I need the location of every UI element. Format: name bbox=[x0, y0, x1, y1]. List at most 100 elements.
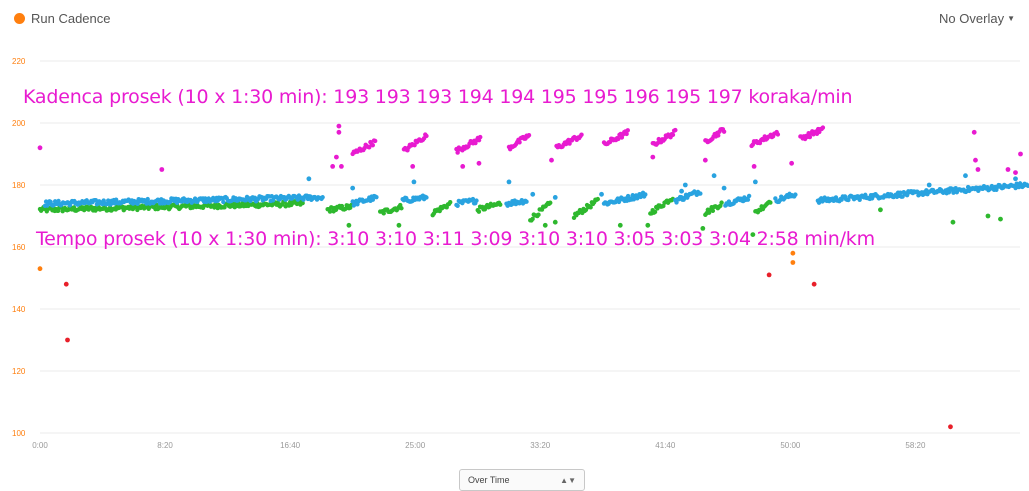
red-data-point bbox=[65, 337, 70, 343]
blue-data-point bbox=[351, 203, 357, 208]
tempo-average-annotation: Tempo prosek (10 x 1:30 min): 3:10 3:10 … bbox=[36, 228, 875, 250]
blue-data-point bbox=[221, 199, 226, 205]
green-data-point bbox=[327, 209, 333, 214]
blue-data-point bbox=[711, 173, 717, 179]
green-data-point bbox=[448, 200, 453, 205]
chart-legend[interactable]: Run Cadence bbox=[14, 11, 111, 26]
magenta-data-point bbox=[476, 160, 482, 166]
blue-data-point bbox=[793, 192, 798, 197]
green-data-point bbox=[588, 205, 593, 210]
green-data-point bbox=[536, 212, 541, 217]
magenta-data-point bbox=[579, 132, 584, 137]
green-data-point bbox=[542, 222, 548, 228]
magenta-data-point bbox=[455, 150, 460, 155]
blue-data-point bbox=[455, 203, 460, 208]
time-mode-select[interactable]: Over Time ▲▼ bbox=[459, 469, 585, 491]
y-tick-label: 140 bbox=[12, 305, 26, 314]
y-tick-label: 200 bbox=[12, 119, 26, 128]
magenta-data-point bbox=[367, 145, 372, 150]
blue-data-point bbox=[682, 182, 688, 188]
green-data-point bbox=[476, 209, 482, 214]
blue-data-point bbox=[350, 185, 356, 191]
blue-data-point bbox=[746, 193, 752, 199]
red-data-point bbox=[948, 424, 953, 430]
magenta-data-point bbox=[1013, 170, 1018, 176]
magenta-data-point bbox=[1005, 167, 1011, 172]
red-data-point bbox=[766, 272, 772, 278]
blue-data-point bbox=[424, 195, 429, 200]
overlay-dropdown[interactable]: No Overlay ▼ bbox=[939, 11, 1015, 26]
blue-data-point bbox=[926, 182, 932, 188]
caret-down-icon: ▼ bbox=[1007, 14, 1015, 23]
green-data-point bbox=[381, 211, 386, 216]
magenta-data-point bbox=[336, 123, 342, 129]
green-data-point bbox=[710, 208, 716, 214]
green-data-point bbox=[700, 226, 706, 231]
green-data-point bbox=[652, 209, 658, 215]
magenta-data-point bbox=[526, 133, 532, 138]
green-data-point bbox=[346, 222, 352, 228]
magenta-data-point bbox=[370, 143, 375, 148]
green-data-point bbox=[498, 202, 503, 207]
blue-data-point bbox=[411, 179, 417, 185]
blue-data-point bbox=[963, 173, 968, 179]
y-tick-label: 220 bbox=[12, 57, 26, 66]
blue-data-point bbox=[643, 192, 648, 197]
magenta-data-point bbox=[673, 127, 678, 133]
green-data-point bbox=[661, 203, 666, 209]
time-mode-select-value: Over Time bbox=[468, 475, 510, 485]
blue-data-point bbox=[752, 179, 758, 185]
blue-data-point bbox=[599, 191, 604, 197]
blue-data-point bbox=[530, 191, 536, 197]
magenta-data-point bbox=[410, 164, 416, 169]
magenta-data-point bbox=[1018, 151, 1023, 157]
green-data-point bbox=[396, 222, 402, 228]
orange-data-point bbox=[790, 250, 796, 256]
blue-data-point bbox=[1025, 183, 1029, 189]
magenta-data-point bbox=[607, 139, 613, 145]
magenta-data-point bbox=[567, 141, 572, 146]
green-data-point bbox=[950, 219, 956, 225]
magenta-data-point bbox=[751, 164, 757, 169]
green-data-point bbox=[399, 206, 404, 211]
magenta-data-point bbox=[670, 132, 676, 138]
x-tick-label: 0:00 bbox=[32, 441, 48, 450]
magenta-data-point bbox=[336, 129, 342, 135]
magenta-data-point bbox=[517, 140, 522, 145]
green-data-point bbox=[617, 222, 623, 228]
magenta-data-point bbox=[372, 138, 378, 144]
magenta-data-point bbox=[820, 125, 826, 130]
magenta-data-point bbox=[975, 167, 981, 172]
blue-data-point bbox=[946, 190, 952, 195]
magenta-data-point bbox=[971, 129, 977, 135]
blue-data-point bbox=[726, 199, 732, 204]
blue-data-point bbox=[552, 195, 558, 200]
magenta-data-point bbox=[478, 134, 483, 140]
magenta-data-point bbox=[807, 134, 813, 140]
green-data-point bbox=[154, 202, 159, 208]
blue-data-point bbox=[145, 196, 150, 202]
magenta-data-point bbox=[702, 157, 708, 163]
magenta-data-point bbox=[716, 133, 721, 138]
green-data-point bbox=[750, 232, 756, 238]
blue-data-point bbox=[374, 194, 379, 200]
blue-data-point bbox=[370, 197, 376, 202]
blue-data-point bbox=[898, 190, 903, 195]
blue-data-point bbox=[320, 195, 325, 200]
x-tick-label: 8:20 bbox=[157, 441, 173, 450]
x-tick-label: 25:00 bbox=[405, 441, 426, 450]
x-tick-label: 41:40 bbox=[655, 441, 676, 450]
y-tick-label: 100 bbox=[12, 429, 26, 438]
x-tick-label: 50:00 bbox=[780, 441, 801, 450]
red-data-point bbox=[63, 281, 69, 287]
green-data-point bbox=[985, 213, 991, 219]
magenta-data-point bbox=[775, 132, 781, 137]
x-tick-label: 58:20 bbox=[905, 441, 926, 450]
blue-data-point bbox=[470, 196, 476, 202]
blue-data-point bbox=[721, 185, 727, 191]
green-data-point bbox=[719, 200, 724, 205]
magenta-data-point bbox=[330, 164, 336, 169]
magenta-data-point bbox=[625, 128, 630, 133]
y-tick-label: 120 bbox=[12, 367, 26, 376]
blue-data-point bbox=[679, 188, 684, 194]
